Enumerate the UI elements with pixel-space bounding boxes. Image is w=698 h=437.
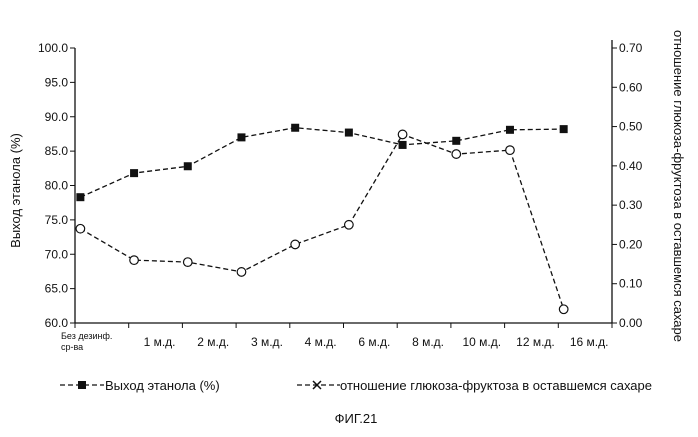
right-tick-label: 0.40 <box>619 159 643 173</box>
series-line-1 <box>80 128 563 198</box>
ethanol-yield-point <box>506 126 514 134</box>
x-tick-label: 8 м.д. <box>412 335 444 349</box>
ethanol-yield-point <box>291 124 299 132</box>
glucose-fructose-point <box>291 240 300 249</box>
x-tick-label: 4 м.д. <box>305 335 337 349</box>
left-tick-label: 80.0 <box>45 179 69 193</box>
glucose-fructose-point <box>237 268 246 277</box>
glucose-fructose-point <box>559 305 568 314</box>
glucose-fructose-point <box>345 220 354 229</box>
right-tick-label: 0.60 <box>619 80 643 94</box>
glucose-fructose-point <box>506 146 515 155</box>
right-tick-label: 0.30 <box>619 198 643 212</box>
x-tick-label: 1 м.д. <box>144 335 176 349</box>
x-tick-label: 16 м.д. <box>570 335 609 349</box>
right-tick-label: 0.10 <box>619 277 643 291</box>
right-tick-label: 0.70 <box>619 41 643 55</box>
left-axis-title: Выход этанола (%) <box>8 133 23 248</box>
x-tick-label: 10 м.д. <box>462 335 501 349</box>
left-tick-label: 90.0 <box>45 110 69 124</box>
plot-group <box>76 124 568 314</box>
right-tick-label: 0.50 <box>619 120 643 134</box>
x-tick-label: Без дезинф. <box>61 331 112 341</box>
glucose-fructose-point <box>76 224 85 233</box>
glucose-fructose-point <box>398 130 407 139</box>
x-tick-label: ср-ва <box>61 342 83 352</box>
left-tick-label: 95.0 <box>45 75 69 89</box>
left-tick-label: 65.0 <box>45 282 69 296</box>
legend: Выход этанола (%) отношение глюкоза-фрукт… <box>60 378 652 393</box>
glucose-fructose-point <box>130 256 139 265</box>
ethanol-yield-point <box>130 169 138 177</box>
glucose-fructose-point <box>452 150 461 159</box>
ethanol-yield-point <box>399 141 407 149</box>
left-tick-label: 70.0 <box>45 247 69 261</box>
left-tick-label: 60.0 <box>45 316 69 330</box>
right-tick-label: 0.00 <box>619 316 643 330</box>
legend-square-marker <box>78 381 86 389</box>
ethanol-yield-point <box>237 133 245 141</box>
ethanol-yield-point <box>184 162 192 170</box>
figure-caption: ФИГ.21 <box>335 411 378 426</box>
x-tick-label: 6 м.д. <box>358 335 390 349</box>
legend-label-ethanol: Выход этанола (%) <box>105 378 220 393</box>
ethanol-yield-point <box>76 193 84 201</box>
left-tick-label: 85.0 <box>45 144 69 158</box>
right-axis-title: отношение глюкоза-фруктоза в оставшемся … <box>671 30 686 342</box>
glucose-fructose-point <box>183 258 192 267</box>
right-tick-label: 0.20 <box>619 237 643 251</box>
ethanol-yield-point <box>560 125 568 133</box>
ethanol-yield-point <box>452 137 460 145</box>
left-tick-label: 100.0 <box>38 41 68 55</box>
series-line-2 <box>80 134 563 309</box>
legend-label-ratio: отношение глюкоза-фруктоза в оставшемся … <box>340 378 652 393</box>
x-tick-label: 12 м.д. <box>516 335 555 349</box>
ethanol-yield-point <box>345 129 353 137</box>
x-tick-label: 3 м.д. <box>251 335 283 349</box>
left-tick-label: 75.0 <box>45 213 69 227</box>
x-tick-label: 2 м.д. <box>197 335 229 349</box>
axes-group: 60.0 65.0 70.0 75.0 80.0 85.0 90.0 95.0 100.0 0.0… <box>8 30 686 352</box>
